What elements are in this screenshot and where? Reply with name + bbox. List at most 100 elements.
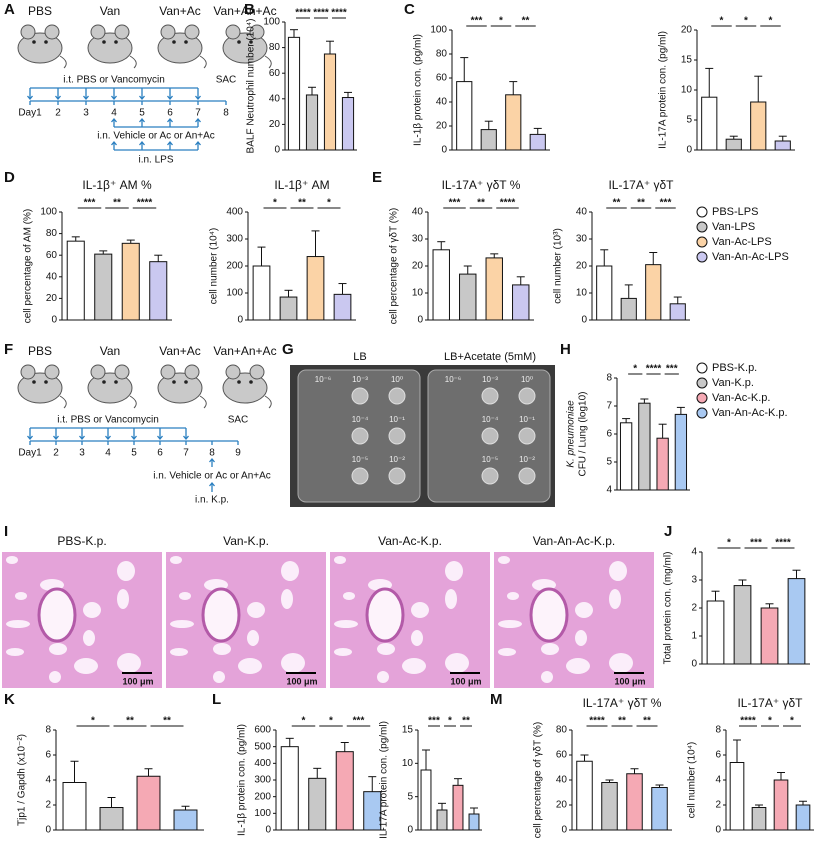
y-axis-label: K. pneumoniae bbox=[566, 400, 577, 468]
bar bbox=[480, 129, 497, 151]
alveolar-space bbox=[15, 592, 27, 600]
significance-label: * bbox=[273, 198, 277, 209]
chart-title: IL-1β⁺ AM % bbox=[82, 178, 152, 192]
significance-label: ** bbox=[637, 198, 645, 209]
arrow-head bbox=[105, 435, 111, 441]
y-tick-label: 0 bbox=[45, 825, 51, 836]
panel-letter: D bbox=[4, 169, 15, 186]
plate-title: LB bbox=[353, 351, 366, 363]
day-label: 8 bbox=[209, 448, 215, 459]
arrow-head bbox=[195, 140, 201, 146]
bar bbox=[341, 97, 355, 151]
mouse-ear bbox=[20, 364, 36, 380]
y-axis-label: IL-1β protein con. (pg/ml) bbox=[413, 34, 424, 146]
bar bbox=[626, 773, 643, 831]
bar bbox=[149, 261, 168, 321]
histology-title: Van-K.p. bbox=[223, 534, 269, 548]
mouse-ear bbox=[114, 24, 130, 40]
alveolar-space bbox=[411, 602, 429, 618]
alveolar-space bbox=[377, 671, 389, 683]
significance-label: *** bbox=[353, 716, 365, 727]
y-tick-label: 80 bbox=[269, 42, 281, 53]
day-label: 3 bbox=[83, 108, 89, 119]
colony-spot bbox=[518, 467, 536, 485]
y-tick-label: 8 bbox=[606, 373, 612, 384]
group-label: Van bbox=[100, 344, 120, 358]
arrow-head bbox=[139, 140, 145, 146]
bar bbox=[62, 782, 87, 831]
group-label: Van+An+Ac bbox=[213, 344, 276, 358]
bar bbox=[596, 265, 613, 321]
panel-letter: A bbox=[4, 1, 15, 18]
y-tick-label: 400 bbox=[226, 207, 243, 218]
y-tick-label: 0 bbox=[691, 659, 697, 670]
y-tick-label: 20 bbox=[269, 119, 281, 130]
legend-swatch bbox=[696, 392, 708, 404]
legend-label: Van-Ac-K.p. bbox=[712, 392, 771, 404]
significance-label: *** bbox=[660, 198, 672, 209]
alveolar-space bbox=[6, 648, 24, 656]
dilution-label: 10⁻⁵ bbox=[482, 455, 498, 464]
mouse-ear bbox=[20, 24, 36, 40]
colony-spot bbox=[351, 467, 369, 485]
significance-label: ** bbox=[522, 16, 530, 27]
airway bbox=[365, 587, 405, 643]
colony-spot bbox=[388, 427, 406, 445]
bar bbox=[774, 140, 791, 151]
end-label: SAC bbox=[228, 415, 249, 426]
bar bbox=[773, 779, 789, 831]
significance-label: * bbox=[790, 716, 794, 727]
chart-title: IL-17A⁺ γδT % bbox=[442, 178, 521, 192]
significance-label: **** bbox=[137, 198, 153, 209]
alveolar-space bbox=[170, 556, 182, 564]
mouse-body bbox=[17, 372, 63, 404]
bar bbox=[452, 784, 464, 831]
bar bbox=[505, 94, 522, 151]
colony-spot bbox=[388, 387, 406, 405]
significance-label: ** bbox=[618, 716, 626, 727]
bar bbox=[305, 94, 319, 151]
bar bbox=[287, 36, 301, 151]
legend-swatch bbox=[696, 251, 708, 263]
mouse-eye bbox=[249, 380, 253, 384]
bar bbox=[645, 264, 662, 321]
panel-letter: I bbox=[4, 523, 8, 540]
y-tick-label: 0 bbox=[407, 825, 413, 836]
alveolar-space bbox=[609, 653, 633, 673]
alveolar-space bbox=[334, 556, 346, 564]
day-label: 8 bbox=[223, 108, 229, 119]
significance-label: ** bbox=[643, 716, 651, 727]
alveolar-space bbox=[117, 653, 141, 673]
alveolar-space bbox=[541, 671, 553, 683]
alveolar-space bbox=[117, 589, 129, 609]
alveolar-space bbox=[402, 658, 426, 674]
day-label: 2 bbox=[55, 108, 61, 119]
alveolar-space bbox=[575, 602, 593, 618]
alveolar-space bbox=[281, 653, 305, 673]
y-tick-label: 100 bbox=[430, 25, 447, 36]
bar bbox=[432, 249, 450, 321]
arrow-head bbox=[131, 435, 137, 441]
bar bbox=[94, 253, 113, 321]
y-axis-label: CFU / Lung (log10) bbox=[578, 391, 589, 476]
y-axis-label: cell number (10⁴) bbox=[209, 228, 220, 305]
arrow-head bbox=[157, 435, 163, 441]
end-label: SAC bbox=[216, 75, 237, 86]
y-tick-label: 40 bbox=[556, 775, 568, 786]
day-label: 7 bbox=[195, 108, 201, 119]
bar bbox=[638, 402, 651, 491]
scale-label: 100 μm bbox=[614, 676, 645, 686]
significance-label: *** bbox=[428, 716, 440, 727]
bar bbox=[576, 760, 593, 831]
group-label: Van+An+Ac bbox=[213, 4, 276, 18]
bar bbox=[750, 101, 767, 151]
y-tick-label: 0 bbox=[441, 145, 447, 156]
y-tick-label: 10 bbox=[402, 758, 414, 769]
arrow-head bbox=[183, 435, 189, 441]
mouse-ear bbox=[225, 24, 241, 40]
significance-label: **** bbox=[775, 538, 791, 549]
arrow-head bbox=[139, 117, 145, 123]
arrow-head bbox=[139, 95, 145, 101]
bar bbox=[308, 777, 327, 831]
